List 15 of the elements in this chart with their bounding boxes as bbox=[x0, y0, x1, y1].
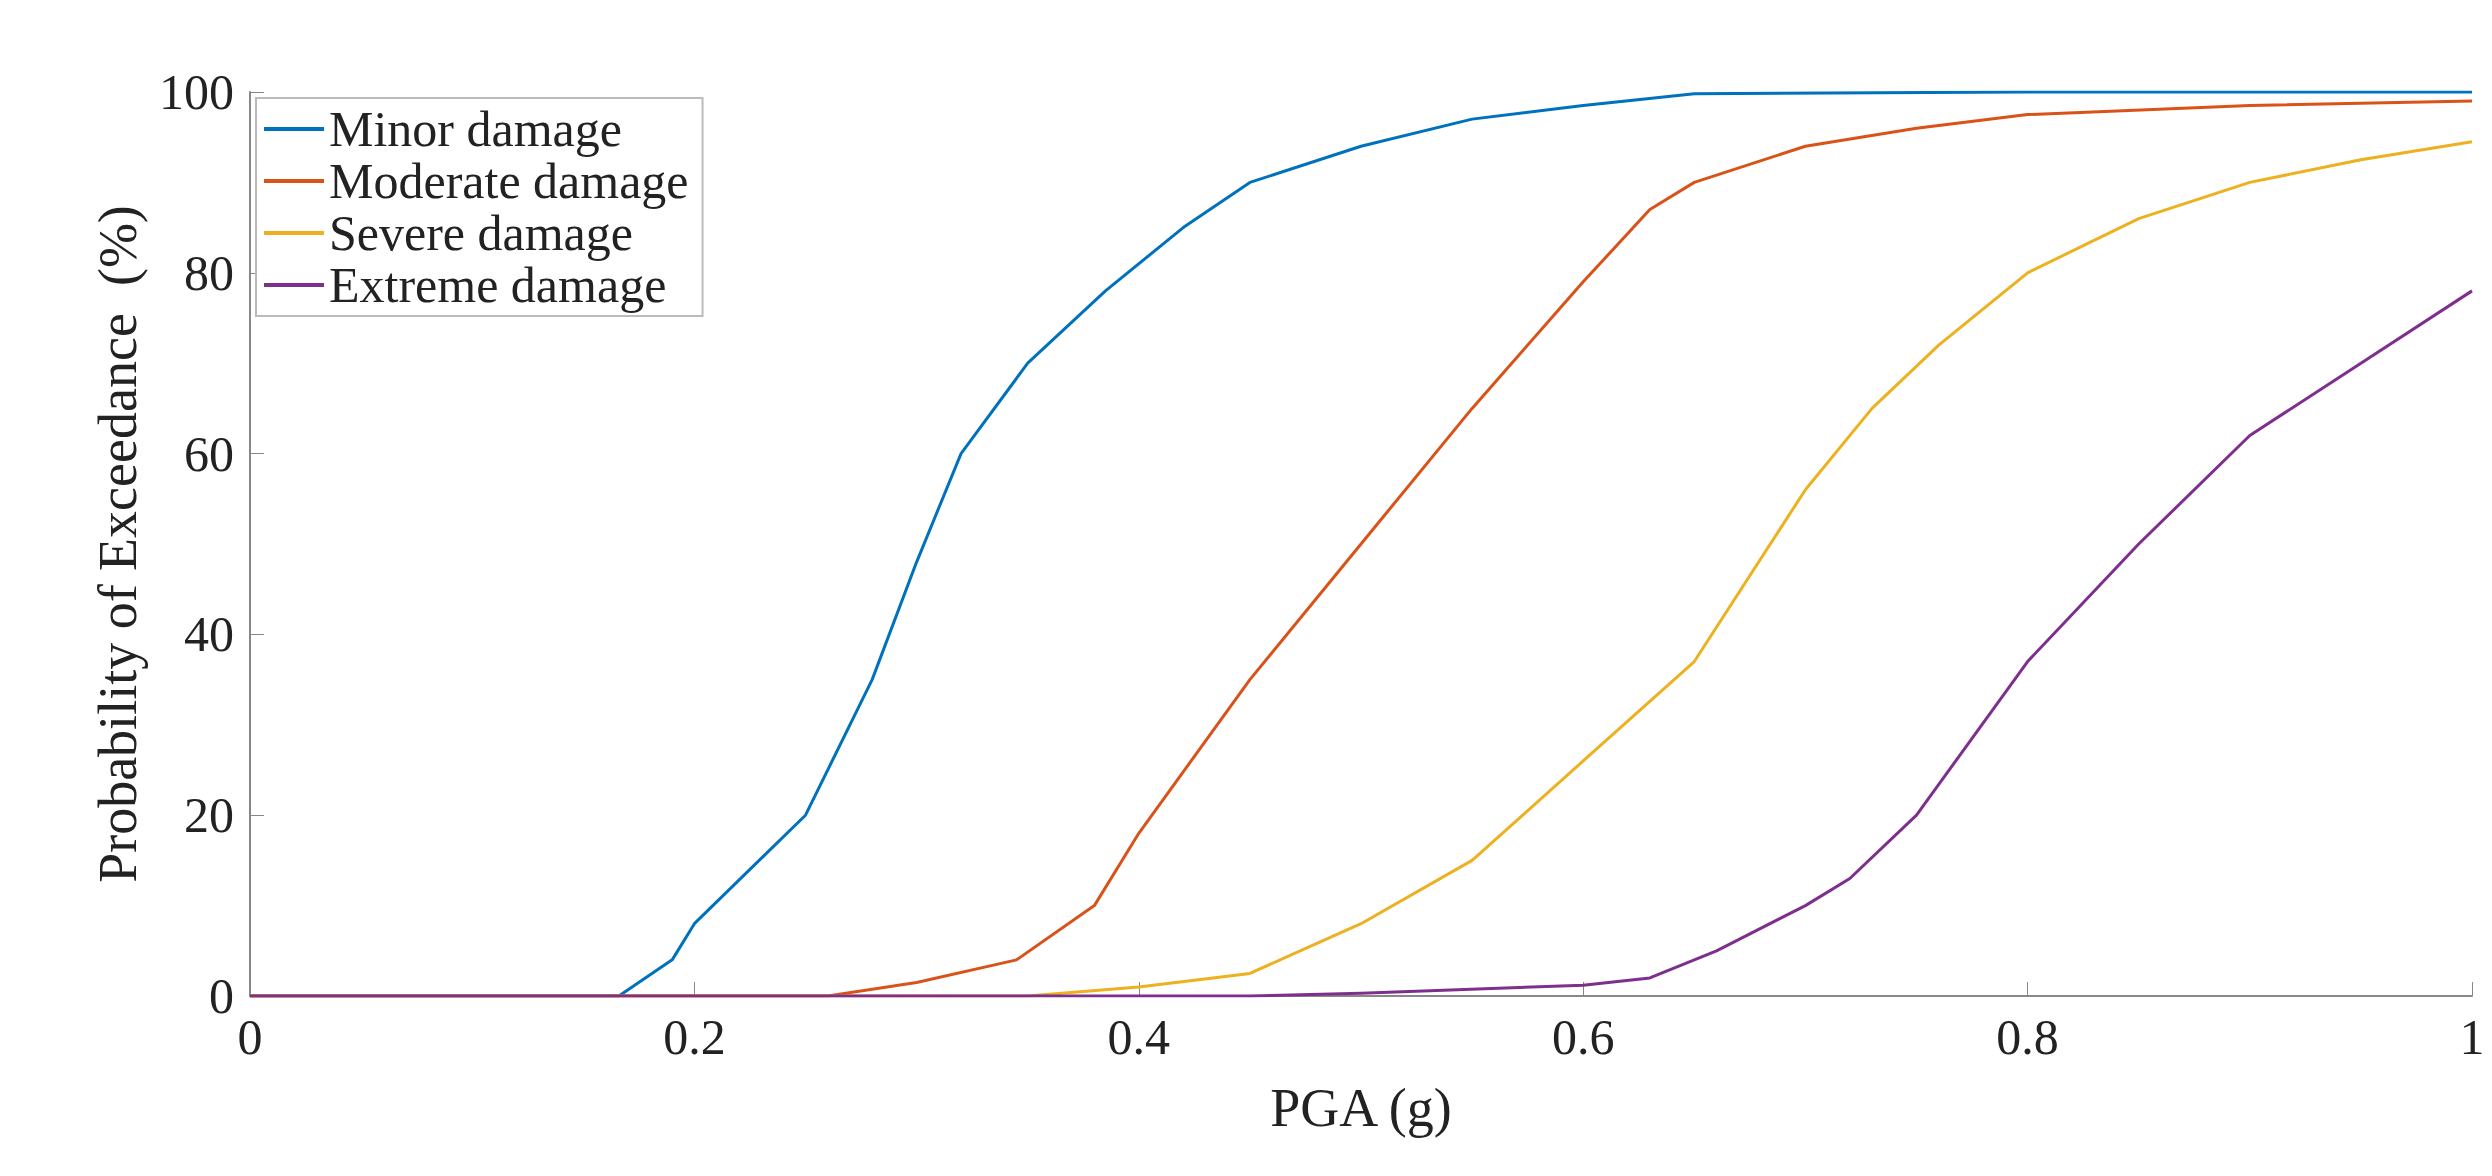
legend-label: Severe damage bbox=[329, 205, 634, 261]
x-tick-label: 0.6 bbox=[1551, 1009, 1615, 1065]
x-tick-label: 1 bbox=[2459, 1009, 2485, 1065]
x-tick-label: 0.4 bbox=[1107, 1009, 1171, 1065]
y-axis-title: Probability of Exceedance (%) bbox=[88, 205, 148, 883]
y-tick-label: 80 bbox=[184, 244, 234, 301]
x-tick-label: 0.2 bbox=[663, 1009, 726, 1065]
x-tick-label: 0.8 bbox=[1996, 1009, 2059, 1065]
y-tick-label: 60 bbox=[184, 425, 234, 482]
y-tick-label: 100 bbox=[159, 64, 234, 120]
x-axis-title: PGA (g) bbox=[1270, 1078, 1452, 1138]
legend-label: Minor damage bbox=[329, 101, 622, 157]
y-tick-label: 20 bbox=[184, 787, 234, 844]
y-tick-label: 40 bbox=[184, 606, 234, 663]
y-tick-label: 0 bbox=[209, 968, 234, 1024]
